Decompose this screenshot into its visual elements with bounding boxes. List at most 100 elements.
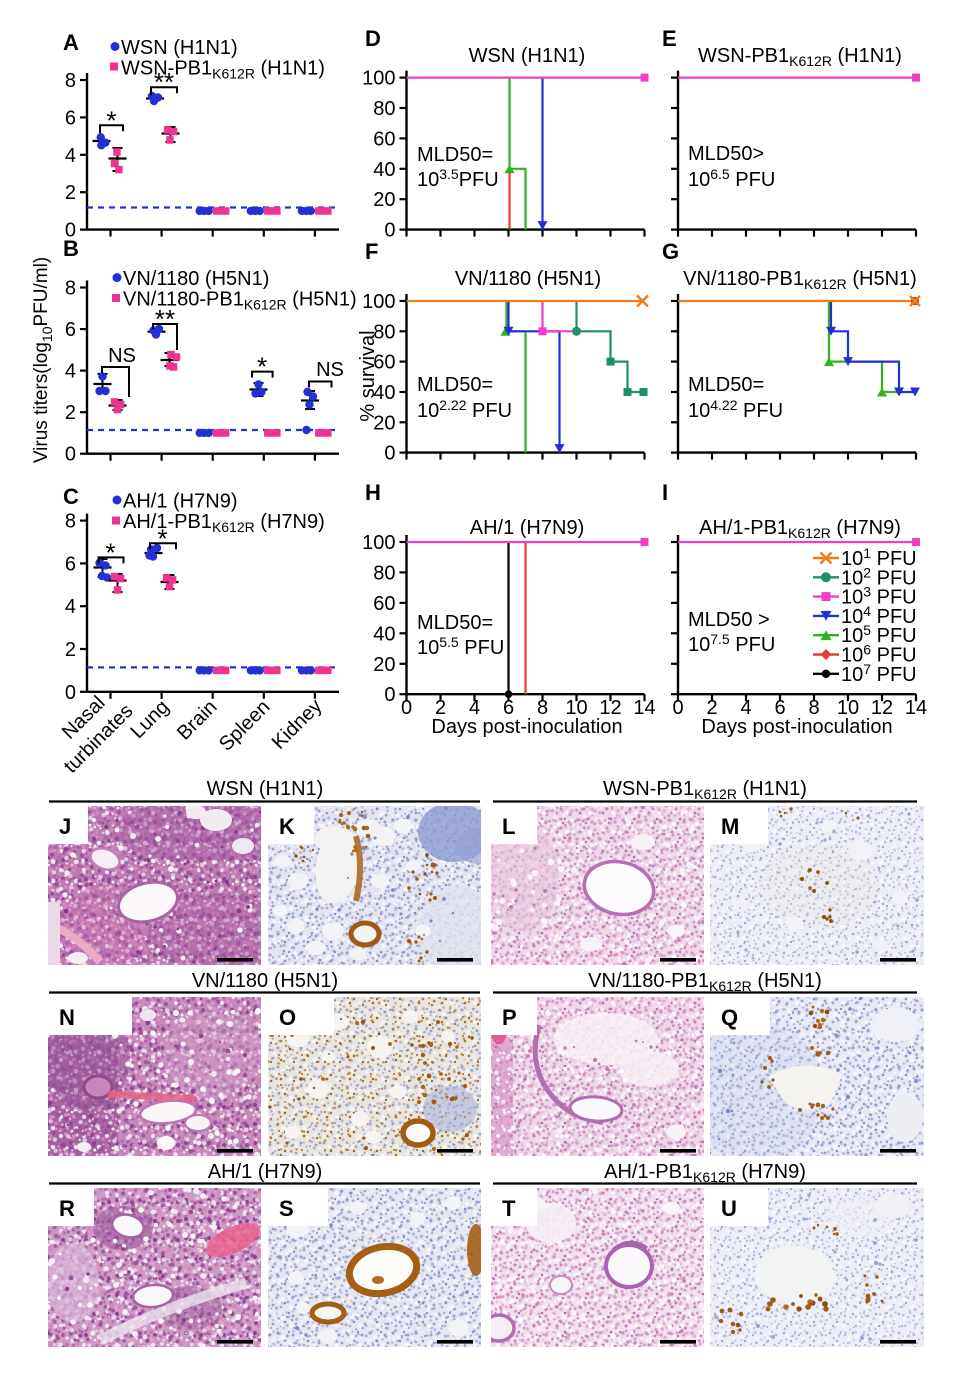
svg-text:20: 20 [373, 189, 395, 211]
svg-text:6: 6 [503, 697, 514, 719]
svg-text:T: T [502, 1196, 516, 1221]
svg-text:G: G [662, 239, 679, 264]
svg-text:S: S [279, 1196, 294, 1221]
svg-text:104.22 PFU: 104.22 PFU [688, 397, 783, 422]
svg-text:U: U [721, 1196, 737, 1221]
svg-text:103 PFU: 103 PFU [841, 584, 917, 609]
svg-text:107 PFU: 107 PFU [841, 661, 917, 686]
svg-text:60: 60 [373, 593, 395, 615]
svg-text:2: 2 [65, 182, 76, 204]
svg-text:8: 8 [65, 70, 76, 92]
svg-text:6: 6 [65, 107, 76, 129]
svg-text:*: * [105, 537, 115, 567]
svg-text:WSN-PB1K612R (H1N1): WSN-PB1K612R (H1N1) [698, 45, 902, 69]
svg-text:VN/1180 (H5N1): VN/1180 (H5N1) [192, 970, 338, 992]
svg-text:VN/1180-PB1K612R (H5N1): VN/1180-PB1K612R (H5N1) [683, 268, 917, 292]
svg-text:0: 0 [384, 220, 395, 242]
svg-text:40: 40 [373, 623, 395, 645]
svg-text:WSN (H1N1): WSN (H1N1) [207, 778, 324, 800]
svg-text:MLD50=: MLD50= [417, 374, 493, 396]
svg-text:M: M [721, 814, 739, 839]
svg-text:101 PFU: 101 PFU [841, 545, 917, 570]
svg-text:6: 6 [65, 319, 76, 341]
svg-text:60: 60 [373, 128, 395, 150]
svg-text:4: 4 [65, 596, 76, 618]
svg-text:AH/1 (H7N9): AH/1 (H7N9) [123, 491, 237, 513]
svg-text:10: 10 [837, 697, 859, 719]
svg-text:L: L [502, 814, 515, 839]
svg-text:100: 100 [362, 291, 395, 313]
svg-text:*: * [257, 352, 267, 382]
svg-text:40: 40 [373, 159, 395, 181]
svg-text:100: 100 [362, 68, 395, 90]
svg-text:8: 8 [65, 511, 76, 533]
svg-text:WSN (H1N1): WSN (H1N1) [121, 37, 238, 59]
svg-text:100: 100 [362, 532, 395, 554]
svg-text:*: * [106, 105, 116, 135]
svg-text:D: D [365, 26, 381, 51]
svg-text:102 PFU: 102 PFU [841, 564, 917, 589]
svg-text:0: 0 [384, 443, 395, 465]
svg-text:80: 80 [373, 98, 395, 120]
svg-text:H: H [365, 480, 381, 505]
svg-text:20: 20 [373, 654, 395, 676]
svg-text:Q: Q [721, 1005, 738, 1030]
svg-text:0: 0 [65, 444, 76, 466]
svg-text:0: 0 [384, 684, 395, 706]
svg-text:20: 20 [373, 412, 395, 434]
svg-text:105.5 PFU: 105.5 PFU [417, 634, 504, 659]
svg-text:MLD50=: MLD50= [417, 144, 493, 166]
svg-text:2: 2 [435, 697, 446, 719]
svg-text:VN/1180-PB1K612R (H5N1): VN/1180-PB1K612R (H5N1) [588, 970, 822, 994]
svg-text:14: 14 [905, 697, 927, 719]
svg-text:8: 8 [65, 278, 76, 300]
svg-text:P: P [502, 1005, 517, 1030]
svg-text:4: 4 [740, 697, 751, 719]
svg-text:40: 40 [373, 382, 395, 404]
svg-text:2: 2 [706, 697, 717, 719]
svg-text:12: 12 [871, 697, 893, 719]
svg-text:10: 10 [565, 697, 587, 719]
svg-text:NS: NS [316, 359, 344, 381]
svg-text:6: 6 [65, 553, 76, 575]
svg-text:AH/1 (H7N9): AH/1 (H7N9) [470, 517, 584, 539]
svg-text:*: * [157, 523, 167, 553]
svg-text:% survival: % survival [357, 330, 379, 421]
svg-text:N: N [59, 1005, 75, 1030]
svg-text:E: E [662, 26, 677, 51]
svg-text:AH/1 (H7N9): AH/1 (H7N9) [208, 1161, 322, 1183]
svg-text:J: J [59, 814, 71, 839]
svg-text:Virus titers(log10PFU/ml): Virus titers(log10PFU/ml) [31, 257, 55, 463]
svg-text:4: 4 [469, 697, 480, 719]
svg-text:8: 8 [537, 697, 548, 719]
svg-text:B: B [63, 236, 79, 261]
svg-text:0: 0 [401, 697, 412, 719]
svg-text:R: R [59, 1196, 75, 1221]
svg-text:8: 8 [808, 697, 819, 719]
svg-text:4: 4 [65, 145, 76, 167]
svg-text:14: 14 [633, 697, 655, 719]
svg-text:104 PFU: 104 PFU [841, 603, 917, 628]
svg-text:VN/1180 (H5N1): VN/1180 (H5N1) [455, 268, 601, 290]
svg-text:I: I [662, 480, 668, 505]
svg-text:**: ** [154, 67, 174, 97]
svg-text:107.5 PFU: 107.5 PFU [688, 631, 775, 656]
svg-text:VN/1180 (H5N1): VN/1180 (H5N1) [123, 268, 269, 290]
svg-text:12: 12 [599, 697, 621, 719]
svg-text:105 PFU: 105 PFU [841, 622, 917, 647]
svg-text:2: 2 [65, 402, 76, 424]
svg-text:0: 0 [65, 682, 76, 704]
svg-text:106 PFU: 106 PFU [841, 642, 917, 667]
svg-text:106.5 PFU: 106.5 PFU [688, 166, 775, 191]
svg-text:80: 80 [373, 562, 395, 584]
svg-text:103.5PFU: 103.5PFU [417, 166, 499, 191]
svg-text:K: K [279, 814, 295, 839]
svg-text:A: A [63, 30, 79, 55]
svg-text:WSN (H1N1): WSN (H1N1) [469, 45, 586, 67]
svg-text:C: C [63, 484, 79, 509]
svg-text:6: 6 [774, 697, 785, 719]
svg-text:NS: NS [108, 345, 136, 367]
svg-text:F: F [365, 239, 378, 264]
svg-text:**: ** [155, 304, 175, 334]
svg-text:MLD50=: MLD50= [417, 612, 493, 634]
